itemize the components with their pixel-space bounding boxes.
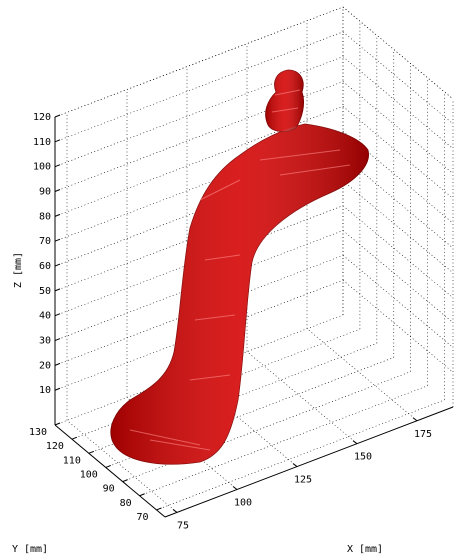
y-tick-label: 80 bbox=[120, 498, 132, 509]
z-tick bbox=[55, 115, 60, 117]
x-tick bbox=[353, 441, 357, 444]
y-tick-label: 130 bbox=[29, 427, 47, 438]
grid-line bbox=[343, 57, 453, 149]
z-tick-label: 50 bbox=[39, 286, 51, 297]
z-tick-label: 30 bbox=[39, 336, 51, 347]
x-tick bbox=[233, 487, 237, 490]
grid-line bbox=[247, 352, 357, 444]
z-tick bbox=[55, 388, 60, 390]
z-tick-label: 100 bbox=[33, 162, 51, 173]
z-tick-label: 80 bbox=[39, 211, 51, 222]
surface-shading bbox=[266, 70, 304, 132]
x-tick-label: 125 bbox=[294, 475, 312, 486]
z-tick bbox=[55, 239, 60, 241]
y-axis-label: Y [mm] bbox=[12, 544, 48, 555]
z-tick bbox=[55, 140, 60, 142]
grid-line bbox=[343, 231, 453, 323]
z-tick-label: 40 bbox=[39, 311, 51, 322]
z-tick-label: 20 bbox=[39, 360, 51, 371]
grid-line bbox=[343, 280, 453, 372]
chart: Z [mm] Y [mm] X [mm] 10 20 30 40 50 60 70 80 90 1… bbox=[0, 0, 467, 557]
box-edge bbox=[343, 7, 453, 99]
x-tick bbox=[173, 509, 177, 512]
y-tick bbox=[55, 423, 60, 425]
z-tick bbox=[55, 214, 60, 216]
y-tick bbox=[140, 494, 145, 496]
z-tick bbox=[55, 264, 60, 266]
x-tick-label: 175 bbox=[414, 429, 432, 440]
y-tick-label: 110 bbox=[63, 455, 81, 466]
y-tick bbox=[72, 437, 77, 439]
surface-shading bbox=[111, 124, 369, 464]
z-tick bbox=[55, 190, 60, 192]
y-tick bbox=[89, 451, 94, 453]
x-tick-label: 100 bbox=[234, 498, 252, 509]
y-tick-label: 90 bbox=[103, 484, 115, 495]
y-tick bbox=[123, 480, 128, 482]
z-axis-label: Z [mm] bbox=[13, 252, 24, 288]
x-tick-label: 75 bbox=[177, 520, 189, 531]
x-tick bbox=[413, 418, 417, 421]
z-tick-label: 110 bbox=[33, 137, 51, 148]
y-tick-label: 120 bbox=[46, 441, 64, 452]
z-tick-label: 120 bbox=[33, 112, 51, 123]
z-tick bbox=[55, 314, 60, 316]
x-tick-label: 150 bbox=[354, 452, 372, 463]
grid-line bbox=[343, 206, 453, 298]
z-tick bbox=[55, 165, 60, 167]
z-tick-label: 90 bbox=[39, 187, 51, 198]
grid-line bbox=[343, 32, 453, 124]
z-tick bbox=[55, 363, 60, 365]
x-tick bbox=[293, 464, 297, 467]
z-tick bbox=[55, 289, 60, 291]
z-tick-label: 10 bbox=[39, 385, 51, 396]
y-tick-label: 70 bbox=[136, 512, 148, 523]
y-tick-label: 100 bbox=[80, 469, 98, 480]
grid-line bbox=[307, 329, 417, 421]
y-tick bbox=[157, 508, 162, 510]
grid-line bbox=[343, 181, 453, 273]
z-tick-label: 70 bbox=[39, 236, 51, 247]
z-tick bbox=[55, 339, 60, 341]
z-tick-label: 60 bbox=[39, 261, 51, 272]
y-tick bbox=[106, 465, 111, 467]
grid-line bbox=[343, 255, 453, 347]
x-axis-label: X [mm] bbox=[347, 544, 383, 555]
